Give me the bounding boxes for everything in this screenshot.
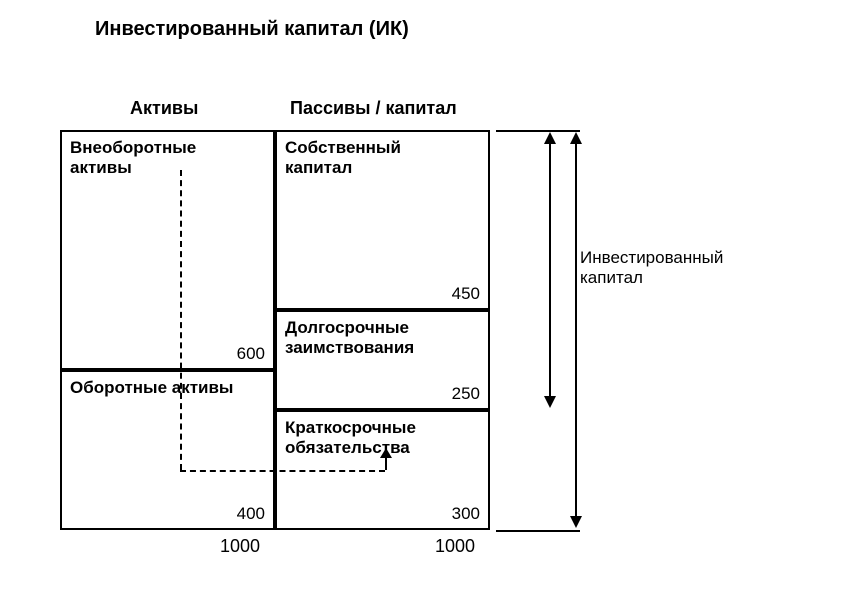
- asset-label-0: Внеоборотные активы: [70, 138, 235, 178]
- liability-label-1: Долгосрочные заимствования: [285, 318, 450, 358]
- tick-line: [496, 530, 580, 532]
- dashed-segment: [180, 470, 385, 472]
- dashed-segment: [385, 458, 387, 470]
- tick-line: [496, 130, 580, 132]
- invested-capital-arrow-arrow-down-icon: [544, 396, 556, 408]
- dashed-segment: [180, 170, 182, 470]
- page-title: Инвестированный капитал (ИК): [95, 18, 409, 41]
- liability-value-0: 450: [430, 284, 480, 304]
- asset-value-1: 400: [215, 504, 265, 524]
- liability-label-0: Собственный капитал: [285, 138, 450, 178]
- header-assets: Активы: [130, 98, 198, 119]
- asset-value-0: 600: [215, 344, 265, 364]
- total-assets: 1000: [220, 536, 260, 557]
- full-height-arrow-arrow-down-icon: [570, 516, 582, 528]
- total-liabilities: 1000: [435, 536, 475, 557]
- liability-value-2: 300: [430, 504, 480, 524]
- liability-label-2: Краткосрочные обязательства: [285, 418, 450, 458]
- header-liabilities: Пассивы / капитал: [290, 98, 457, 119]
- invested-capital-arrow-line: [549, 140, 551, 400]
- liability-value-1: 250: [430, 384, 480, 404]
- full-height-arrow-line: [575, 140, 577, 520]
- full-height-arrow-arrow-up-icon: [570, 132, 582, 144]
- dashed-arrow-up-icon: [380, 448, 392, 458]
- invested-capital-side-label: Инвестированный капитал: [580, 248, 780, 288]
- invested-capital-arrow-arrow-up-icon: [544, 132, 556, 144]
- asset-label-1: Оборотные активы: [70, 378, 235, 398]
